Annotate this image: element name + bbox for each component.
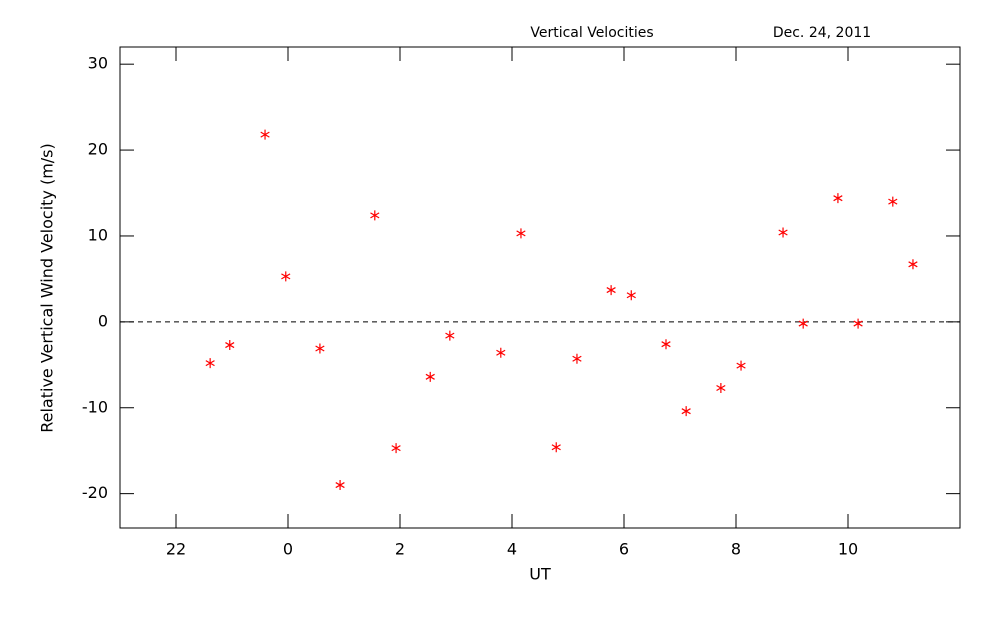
y-tick-label: -10: [82, 397, 108, 416]
data-point: [661, 339, 671, 350]
x-tick-label: 4: [507, 540, 517, 559]
y-tick-label: 10: [88, 225, 108, 244]
chart-date: Dec. 24, 2011: [773, 25, 871, 41]
data-point: [425, 371, 435, 382]
data-point: [572, 353, 582, 364]
data-point: [205, 358, 215, 369]
data-point: [778, 227, 788, 238]
data-point: [281, 271, 291, 282]
data-point: [716, 382, 726, 393]
data-point: [315, 343, 325, 354]
data-point: [551, 442, 561, 453]
y-axis-label: Relative Vertical Wind Velocity (m/s): [38, 143, 57, 433]
data-point: [626, 290, 636, 301]
x-tick-label: 2: [395, 540, 405, 559]
data-point: [681, 406, 691, 417]
x-tick-label: 22: [166, 540, 186, 559]
data-point: [853, 318, 863, 329]
data-point: [335, 480, 345, 491]
y-tick-label: 0: [98, 311, 108, 330]
data-point: [496, 347, 506, 358]
y-tick-label: 20: [88, 140, 108, 159]
data-point: [606, 285, 616, 296]
data-point: [833, 193, 843, 204]
data-point: [908, 259, 918, 270]
data-point: [391, 443, 401, 454]
x-tick-label: 10: [838, 540, 858, 559]
x-tick-label: 6: [619, 540, 629, 559]
x-tick-label: 8: [731, 540, 741, 559]
data-point: [888, 196, 898, 207]
data-point: [370, 210, 380, 221]
x-tick-label: 0: [283, 540, 293, 559]
data-point: [225, 340, 235, 351]
data-point: [798, 318, 808, 329]
data-point: [260, 129, 270, 140]
data-point: [445, 330, 455, 341]
plot-frame: [119, 46, 961, 529]
y-tick-label: 30: [88, 54, 108, 73]
y-tick-label: -20: [82, 483, 108, 502]
x-axis-label: UT: [529, 565, 551, 584]
data-point: [736, 360, 746, 371]
data-point: [516, 228, 526, 239]
chart-title: Vertical Velocities: [530, 25, 653, 41]
